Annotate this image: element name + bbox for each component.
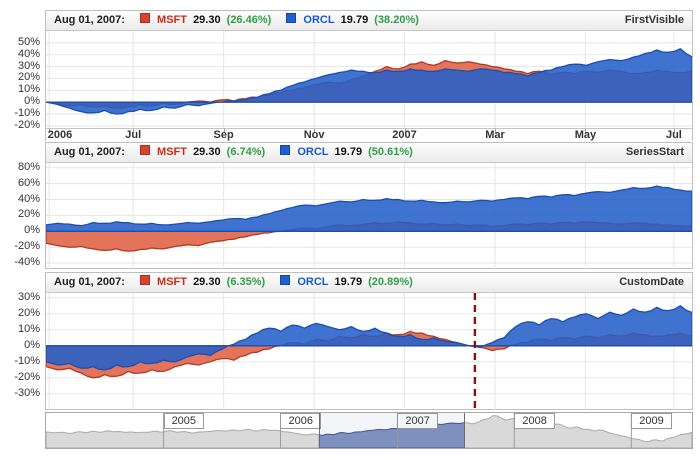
- x-tick-label: Nov: [303, 129, 325, 141]
- x-tick-mark: [404, 129, 406, 133]
- msft-change: (6.35%): [226, 276, 266, 288]
- msft-change: (6.74%): [226, 146, 266, 158]
- x-tick-mark: [314, 129, 316, 133]
- chart-panel-first-visible: Aug 01, 2007: MSFT 29.30 (26.46%) ORCL 1…: [45, 10, 693, 142]
- legend-date: Aug 01, 2007:: [54, 146, 125, 158]
- chart-svg: [46, 293, 692, 410]
- orcl-change: (20.89%): [368, 276, 413, 288]
- legend-custom-date: Aug 01, 2007: MSFT 29.30 (6.35%) ORCL 19…: [46, 273, 692, 293]
- orcl-label: ORCL: [297, 146, 329, 158]
- x-tick-label: May: [574, 129, 597, 141]
- x-tick-mark: [223, 129, 225, 133]
- y-tick-label: 40%: [17, 192, 40, 205]
- chart-panel-series-start: Aug 01, 2007: MSFT 29.30 (6.74%) ORCL 19…: [45, 142, 693, 269]
- y-tick-label: 30%: [17, 290, 40, 303]
- y-tick-label: 40%: [17, 47, 40, 60]
- x-tick-mark: [133, 129, 135, 133]
- navigator-handle-right[interactable]: [463, 413, 468, 448]
- chart-title: FirstVisible: [624, 14, 684, 26]
- y-tick-label: 0%: [24, 95, 40, 108]
- orcl-value: 19.79: [334, 146, 363, 158]
- y-tick-label: 0%: [24, 338, 40, 351]
- y-tick-label: -10%: [14, 107, 40, 119]
- y-tick-label: -20%: [14, 240, 40, 253]
- navigator-year-label: 2007: [397, 413, 438, 429]
- chart3-plot-area[interactable]: [46, 293, 692, 410]
- msft-value: 29.30: [193, 276, 221, 288]
- orcl-label: ORCL: [303, 14, 335, 26]
- y-tick-label: 50%: [17, 35, 40, 48]
- orcl-color-swatch-icon: [280, 145, 291, 155]
- navigator-handle-left[interactable]: [317, 413, 322, 448]
- msft-label: MSFT: [157, 276, 187, 288]
- y-tick-label: -30%: [14, 386, 40, 399]
- chart2-plot-area[interactable]: [46, 163, 692, 269]
- x-tick-label: Jul: [665, 129, 682, 141]
- x-tick-mark: [494, 129, 496, 133]
- x-tick-mark: [673, 129, 675, 133]
- range-navigator[interactable]: 2005 2006 2007 2008 2009: [45, 412, 693, 449]
- x-tick-label: 2006: [47, 129, 73, 141]
- orcl-color-swatch-icon: [280, 275, 291, 285]
- chart-title: SeriesStart: [625, 146, 684, 158]
- msft-label: MSFT: [157, 146, 187, 158]
- msft-value: 29.30: [193, 14, 221, 26]
- y-tick-label: 80%: [17, 160, 40, 173]
- y-tick-label: -40%: [14, 256, 40, 269]
- x-tick-label: Jul: [125, 129, 142, 141]
- x-tick-mark: [49, 129, 51, 133]
- y-tick-label: 20%: [17, 306, 40, 319]
- chart-title: CustomDate: [619, 276, 684, 288]
- msft-color-swatch-icon: [139, 145, 150, 155]
- chart-svg: [46, 163, 692, 269]
- y-tick-label: 30%: [17, 59, 40, 72]
- y-tick-label: 10%: [17, 83, 40, 96]
- y-tick-label: 60%: [17, 176, 40, 189]
- x-tick-label: 2007: [392, 129, 417, 141]
- x-tick-label: Sep: [213, 129, 234, 141]
- legend-date: Aug 01, 2007:: [54, 276, 125, 288]
- x-tick-label: Mar: [485, 129, 505, 141]
- legend-first-visible: Aug 01, 2007: MSFT 29.30 (26.46%) ORCL 1…: [46, 11, 692, 31]
- chart-svg: [46, 31, 692, 128]
- msft-label: MSFT: [157, 14, 187, 26]
- msft-color-swatch-icon: [139, 13, 150, 23]
- orcl-value: 19.79: [340, 14, 369, 26]
- orcl-color-swatch-icon: [286, 13, 297, 23]
- navigator-year-label: 2006: [280, 413, 321, 429]
- chart1-x-axis: 2006 Jul Sep Nov 2007 Mar May Jul: [46, 128, 692, 142]
- orcl-label: ORCL: [297, 276, 329, 288]
- navigator-year-label: 2008: [514, 413, 555, 429]
- msft-color-swatch-icon: [139, 275, 150, 285]
- y-tick-label: 0%: [24, 224, 40, 237]
- y-tick-label: 20%: [17, 208, 40, 221]
- chart-panel-custom-date: Aug 01, 2007: MSFT 29.30 (6.35%) ORCL 19…: [45, 272, 693, 410]
- orcl-change: (38.20%): [374, 14, 419, 26]
- legend-date: Aug 01, 2007:: [54, 14, 125, 26]
- y-tick-label: -10%: [14, 354, 40, 367]
- msft-change: (26.46%): [226, 14, 272, 26]
- chart1-plot-area[interactable]: [46, 31, 692, 128]
- y-tick-label: 10%: [17, 322, 40, 335]
- legend-series-start: Aug 01, 2007: MSFT 29.30 (6.74%) ORCL 19…: [46, 143, 692, 163]
- y-tick-label: -20%: [14, 370, 40, 383]
- msft-value: 29.30: [193, 146, 221, 158]
- orcl-value: 19.79: [334, 276, 363, 288]
- x-tick-mark: [585, 129, 587, 133]
- navigator-year-label: 2005: [163, 413, 205, 429]
- y-tick-label: -20%: [14, 118, 40, 131]
- navigator-year-label: 2009: [631, 413, 672, 429]
- orcl-change: (50.61%): [368, 146, 413, 158]
- navigator-selection[interactable]: [318, 413, 465, 448]
- y-tick-label: 20%: [17, 71, 40, 84]
